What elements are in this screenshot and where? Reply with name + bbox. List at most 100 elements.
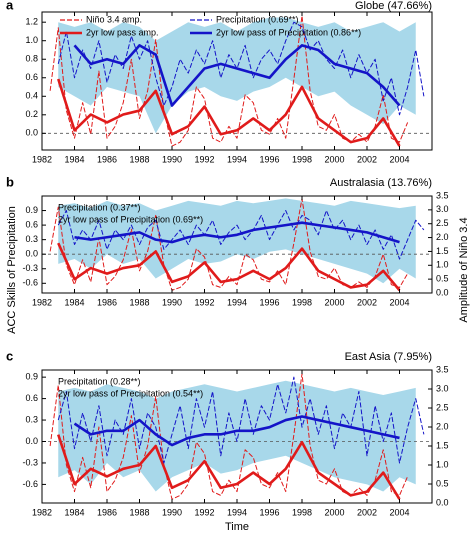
y2-tick-label: 3.0 <box>436 383 449 393</box>
y-tick-label: -0.3 <box>22 263 38 273</box>
y-tick-label: 0.9 <box>25 372 38 382</box>
y-tick-label: 0.2 <box>25 109 38 119</box>
y2-tick-label: 0.5 <box>436 274 449 284</box>
legend-label: 2yr low pass of Precipitation (0.86**) <box>216 27 361 37</box>
y2-axis-title: Amplitude of Niño 3.4 <box>458 217 470 322</box>
x-tick-label: 1982 <box>32 154 52 164</box>
x-tick-label: 1982 <box>32 507 52 517</box>
x-tick-label: 2002 <box>357 154 377 164</box>
series-line <box>57 376 425 464</box>
y-tick-label: 0.0 <box>25 128 38 138</box>
y2-tick-label: 0.5 <box>436 478 449 488</box>
x-tick-label: 1984 <box>64 154 84 164</box>
y-tick-label: 0.3 <box>25 414 38 424</box>
y-tick-label: -0.6 <box>22 479 38 489</box>
x-tick-label: 1988 <box>129 507 149 517</box>
y-tick-label: 0.9 <box>25 205 38 215</box>
plot-area <box>42 373 432 500</box>
x-tick-label: 1986 <box>97 507 117 517</box>
y-tick-label: -0.6 <box>22 278 38 288</box>
x-tick-label: 1988 <box>129 297 149 307</box>
x-tick-label: 1990 <box>162 297 182 307</box>
series-line <box>49 373 409 500</box>
plot-area <box>42 198 432 292</box>
x-tick-label: 1994 <box>227 297 247 307</box>
series-line <box>57 242 401 292</box>
x-tick-label: 1988 <box>129 154 149 164</box>
x-tick-label: 1982 <box>32 297 52 307</box>
y-tick-label: 0.4 <box>25 91 38 101</box>
y2-tick-label: 3.5 <box>436 364 449 374</box>
y-tick-label: 1.0 <box>25 35 38 45</box>
panel-letter: a <box>6 0 14 12</box>
y2-tick-label: 1.5 <box>436 246 449 256</box>
legend-label: Precipitation (0.37**) <box>58 202 141 212</box>
y-tick-label: 0.6 <box>25 219 38 229</box>
skill-band <box>58 198 416 284</box>
x-tick-label: 2002 <box>357 507 377 517</box>
panel-letter: b <box>6 174 14 189</box>
x-tick-label: 1986 <box>97 154 117 164</box>
x-tick-label: 1990 <box>162 154 182 164</box>
legend-label: Precipitation (0.28**) <box>58 376 141 386</box>
x-tick-label: 2004 <box>389 154 409 164</box>
x-tick-label: 2004 <box>389 297 409 307</box>
x-tick-label: 1998 <box>292 507 312 517</box>
series-line <box>74 221 400 244</box>
y2-tick-label: 2.5 <box>436 402 449 412</box>
series-line <box>73 44 401 107</box>
x-tick-label: 1996 <box>259 507 279 517</box>
x-tick-label: 1986 <box>97 297 117 307</box>
y-tick-label: 0.6 <box>25 72 38 82</box>
y-axis-title: ACC Skills of Precipitation <box>6 206 18 334</box>
y2-tick-label: 3.0 <box>436 204 449 214</box>
y2-tick-label: 1.5 <box>436 440 449 450</box>
y2-tick-label: 2.5 <box>436 218 449 228</box>
x-tick-label: 2000 <box>324 507 344 517</box>
y-tick-label: 0.8 <box>25 54 38 64</box>
x-tick-label: 1996 <box>259 154 279 164</box>
panel-title: Australasia (13.76%) <box>330 177 432 189</box>
x-tick-label: 1984 <box>64 507 84 517</box>
x-tick-label: 1992 <box>194 507 214 517</box>
y-tick-label: 0.6 <box>25 393 38 403</box>
y2-tick-label: 0.0 <box>436 497 449 507</box>
x-tick-label: 1998 <box>292 154 312 164</box>
x-tick-label: 2004 <box>389 507 409 517</box>
series-line <box>73 415 400 447</box>
legend-label: 2yr low pass amp. <box>86 27 159 37</box>
legend-label: Niño 3.4 amp. <box>86 14 142 24</box>
y2-tick-label: 0.0 <box>436 287 449 297</box>
plot-area <box>42 15 432 147</box>
y2-tick-label: 2.0 <box>436 232 449 242</box>
y2-tick-label: 3.5 <box>436 190 449 200</box>
legend-label: Precipitation (0.69**) <box>216 14 299 24</box>
panel-title: Globe (47.66%) <box>355 0 432 12</box>
x-tick-label: 1992 <box>194 154 214 164</box>
skill-band <box>58 380 416 492</box>
series-line <box>57 434 401 500</box>
legend-label: 2yr low pass of Precipitation (0.69**) <box>58 214 203 224</box>
y-tick-label: 1.2 <box>25 17 38 27</box>
y-tick-label: 0.3 <box>25 234 38 244</box>
x-tick-label: 1994 <box>227 507 247 517</box>
x-tick-label: 1990 <box>162 507 182 517</box>
panel-letter: c <box>6 348 13 363</box>
x-tick-label: 1998 <box>292 297 312 307</box>
series-line <box>57 78 401 147</box>
x-tick-label: 1984 <box>64 297 84 307</box>
y2-tick-label: 2.0 <box>436 421 449 431</box>
y2-tick-label: 1.0 <box>436 459 449 469</box>
x-axis-title: Time <box>225 521 249 533</box>
x-tick-label: 2000 <box>324 297 344 307</box>
panel-title: East Asia (7.95%) <box>345 351 432 363</box>
x-tick-label: 1994 <box>227 154 247 164</box>
y-tick-label: -0.3 <box>22 457 38 467</box>
x-tick-label: 2002 <box>357 297 377 307</box>
x-tick-label: 1996 <box>259 297 279 307</box>
skill-band <box>58 17 416 134</box>
y-tick-label: 0.0 <box>25 249 38 259</box>
x-tick-label: 2000 <box>324 154 344 164</box>
